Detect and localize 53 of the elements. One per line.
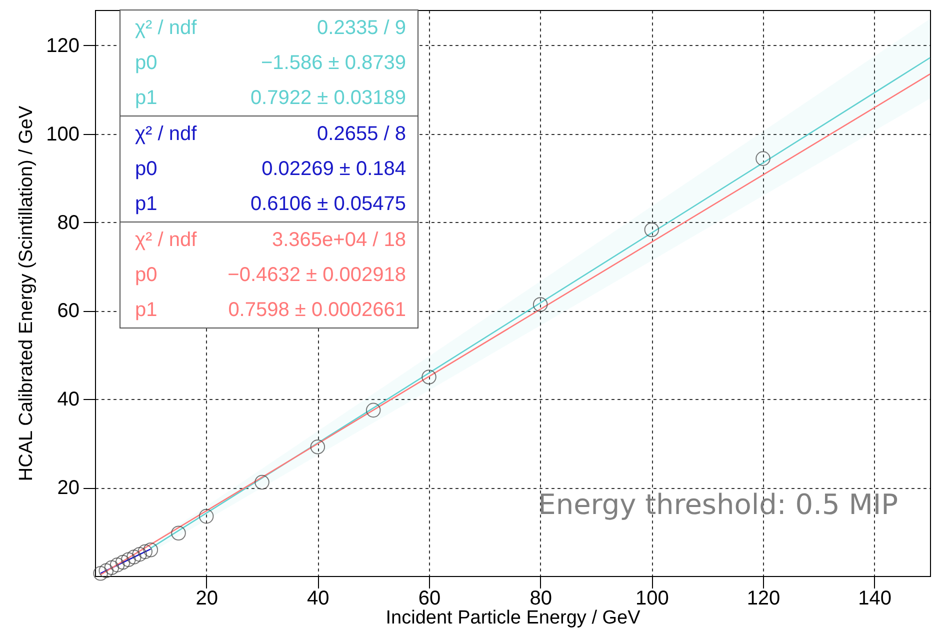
point [422,370,436,384]
point [644,222,660,238]
point [132,546,147,562]
x-tick-label: 100 [635,588,669,610]
point [138,544,152,560]
point [310,440,326,454]
point [115,554,130,570]
y-tick-label: 80 [57,212,80,234]
point [93,566,108,581]
x-tick-label: 140 [858,588,892,610]
annotation: 0.7922 ± 0.03189 [250,87,406,109]
annotation: 0.02269 ± 0.184 [262,158,406,180]
point [121,552,136,568]
y-tick-label: 20 [57,477,80,500]
annotation: 0.2335 / 9 [317,17,406,39]
y-tick-label: 40 [57,388,80,411]
annotation: −0.4632 ± 0.002918 [228,264,406,286]
annotation: 3.365e+04 / 18 [272,229,406,251]
point [143,542,158,558]
annotation: p0 [135,264,158,286]
y-tick-label: 100 [46,123,80,146]
annotation: 0.6106 ± 0.05475 [250,193,406,215]
point [171,526,186,540]
point [98,563,114,578]
point [104,560,120,575]
x-tick-label: 60 [418,588,441,610]
point [198,508,214,524]
annotation: χ² / ndf [135,17,198,39]
point [110,558,125,572]
annotation: 0.2655 / 8 [317,123,406,145]
y-tick-label: 60 [57,300,80,322]
annotation: Energy threshold: 0.5 MIP [538,488,898,521]
annotation: χ² / ndf [135,229,198,251]
point [254,474,270,490]
annotation: p0 [135,158,158,180]
x-tick-label: 40 [307,588,330,610]
point [126,550,142,564]
point [532,297,548,312]
y-tick-label: 120 [46,34,80,57]
x-tick-label: 80 [530,588,552,610]
point [366,402,381,418]
x-axis-title: Incident Particle Energy / GeV [386,608,641,628]
annotation: 0.7598 ± 0.0002661 [228,299,406,321]
annotation: χ² / ndf [135,123,198,145]
x-tick-label: 20 [196,588,218,610]
annotation: p1 [135,299,158,321]
annotation: p1 [135,87,158,109]
point [756,151,770,166]
x-tick-label: 120 [746,588,780,610]
y-axis-title: HCAL Calibrated Energy (Scintillation) / GeV [16,106,38,482]
annotation: −1.586 ± 0.8739 [261,52,406,74]
annotation: p0 [135,52,158,74]
annotation: p1 [135,193,158,215]
